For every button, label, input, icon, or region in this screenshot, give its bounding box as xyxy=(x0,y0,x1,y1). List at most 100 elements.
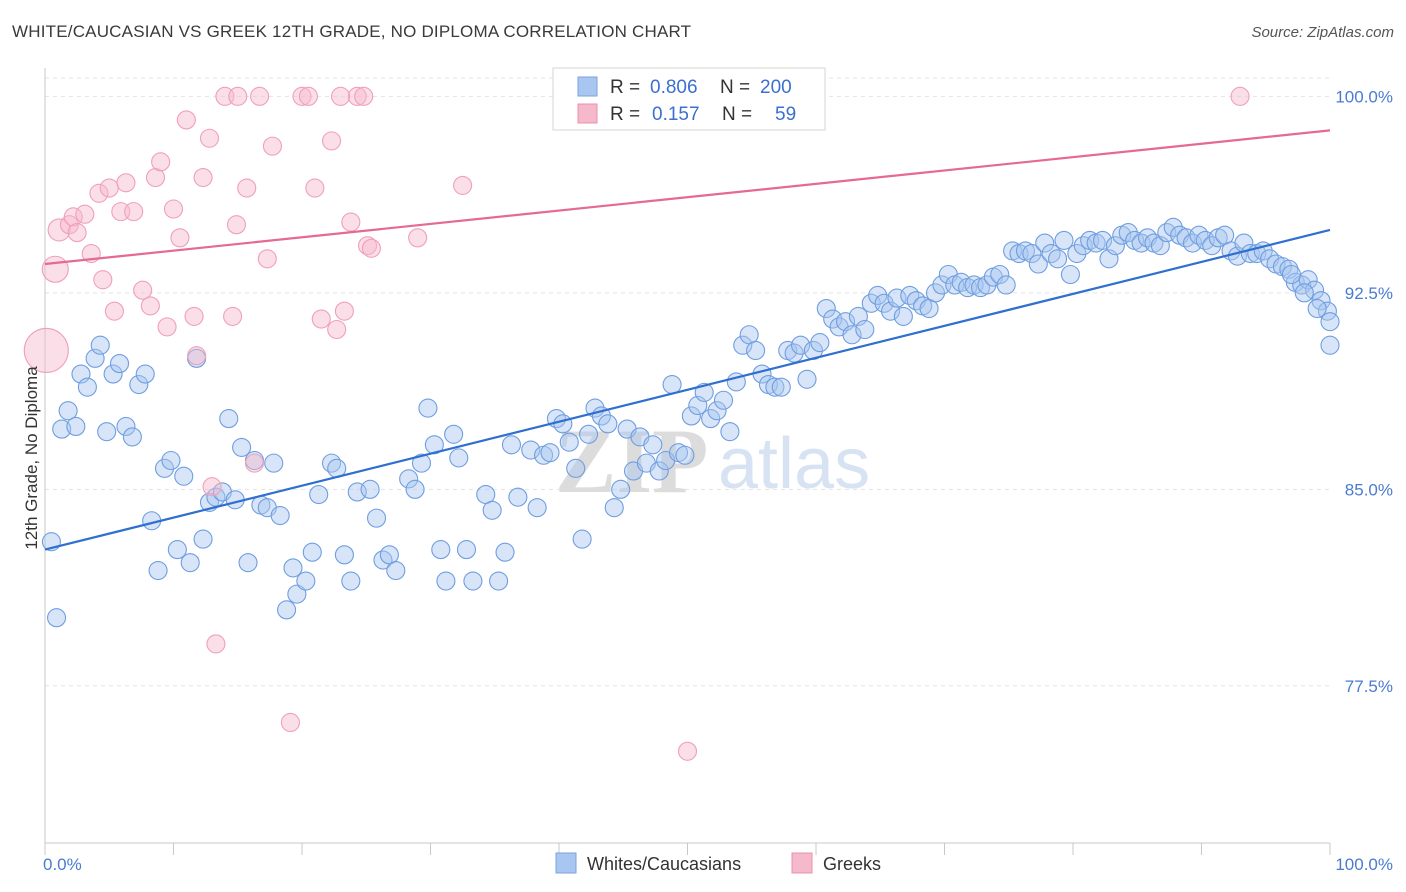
point-greeks xyxy=(151,152,171,172)
point-whites xyxy=(868,285,888,305)
point-greeks xyxy=(133,280,153,300)
point-greeks xyxy=(298,86,318,106)
point-whites xyxy=(360,479,380,499)
point-greeks xyxy=(244,453,265,473)
point-greeks xyxy=(104,301,124,321)
point-whites xyxy=(733,335,753,355)
point-whites xyxy=(277,600,297,620)
grid-lines xyxy=(45,77,1330,687)
point-whites xyxy=(482,500,502,520)
point-greeks xyxy=(206,634,226,654)
legend-n-value-2: 59 xyxy=(775,104,796,125)
point-greeks xyxy=(124,202,144,222)
legend-n-label-1: N = xyxy=(720,77,750,98)
point-greeks xyxy=(453,175,473,195)
point-whites xyxy=(463,571,483,591)
point-whites xyxy=(1035,233,1055,253)
point-greeks xyxy=(163,199,184,219)
point-whites xyxy=(296,571,316,591)
point-whites xyxy=(411,453,432,473)
point-whites xyxy=(643,435,663,455)
point-whites xyxy=(264,453,284,473)
legend-n-value-1: 200 xyxy=(760,77,792,98)
point-whites xyxy=(1041,243,1061,264)
point-greeks xyxy=(250,86,270,106)
point-greeks xyxy=(677,741,698,761)
y-tick-label: 100.0% xyxy=(1335,87,1393,106)
point-whites xyxy=(559,432,579,452)
point-greeks xyxy=(187,346,207,366)
point-whites xyxy=(893,306,913,326)
data-points xyxy=(23,86,1340,761)
point-greeks xyxy=(63,207,83,227)
point-whites xyxy=(900,285,920,305)
point-greeks xyxy=(408,228,428,248)
trend-lines xyxy=(44,129,1331,551)
bottom-legend-swatch-greeks xyxy=(791,852,813,874)
point-greeks xyxy=(262,136,282,156)
point-whites xyxy=(1307,298,1327,319)
point-whites xyxy=(232,437,252,457)
point-greeks xyxy=(184,306,204,326)
point-whites xyxy=(925,283,946,303)
point-whites xyxy=(977,275,997,295)
point-whites xyxy=(167,540,187,560)
point-greeks xyxy=(99,178,119,198)
point-greeks xyxy=(41,255,69,283)
watermark-atlas: atlas xyxy=(718,424,870,504)
y-tick-label: 85.0% xyxy=(1345,480,1393,499)
point-whites xyxy=(116,416,136,436)
point-whites xyxy=(990,264,1010,285)
point-whites xyxy=(341,571,361,591)
point-whites xyxy=(611,479,631,499)
point-whites xyxy=(604,498,624,518)
point-whites xyxy=(219,409,239,429)
point-whites xyxy=(449,448,469,468)
point-whites xyxy=(1054,230,1074,250)
point-whites xyxy=(855,319,875,340)
point-whites xyxy=(174,466,194,486)
point-whites xyxy=(816,298,836,319)
point-whites xyxy=(287,584,307,604)
point-whites xyxy=(1294,283,1314,303)
point-whites xyxy=(238,553,258,573)
x-tick-label-min: 0.0% xyxy=(43,855,82,874)
legend-r-label-1: R = xyxy=(610,77,640,98)
point-whites xyxy=(129,374,149,395)
x-tick-label-max: 100.0% xyxy=(1335,855,1393,874)
point-whites xyxy=(97,422,117,442)
point-whites xyxy=(553,414,573,434)
point-greeks xyxy=(292,86,312,106)
point-whites xyxy=(720,422,740,442)
point-whites xyxy=(874,293,894,313)
chart-title: WHITE/CAUCASIAN VS GREEK 12TH GRADE, NO … xyxy=(12,22,692,41)
point-whites xyxy=(436,571,456,591)
point-whites xyxy=(1320,312,1340,332)
point-whites xyxy=(996,275,1016,295)
point-whites xyxy=(540,443,560,463)
y-tick-label: 77.5% xyxy=(1345,677,1393,696)
legend-swatch-greeks xyxy=(577,103,598,124)
point-whites xyxy=(456,540,477,560)
point-whites xyxy=(283,558,303,578)
point-whites xyxy=(681,406,701,426)
point-whites xyxy=(77,377,97,397)
point-whites xyxy=(90,335,110,355)
legend-r-value-1: 0.806 xyxy=(650,77,698,98)
point-whites xyxy=(334,545,354,565)
point-greeks xyxy=(67,223,87,243)
point-whites xyxy=(495,542,515,562)
y-tick-labels: 77.5% 85.0% 92.5% 100.0% xyxy=(1335,87,1393,695)
point-whites xyxy=(662,374,682,395)
point-whites xyxy=(508,487,528,507)
point-whites xyxy=(1048,249,1068,269)
point-whites xyxy=(1093,230,1113,250)
point-greeks xyxy=(93,270,113,290)
point-whites xyxy=(1067,243,1087,264)
point-whites xyxy=(405,479,425,499)
correlation-legend: R = 0.806 N = 200 R = 0.157 N = 59 xyxy=(552,67,826,131)
point-greeks xyxy=(327,319,347,340)
point-greeks xyxy=(341,212,361,232)
point-whites xyxy=(649,461,669,481)
point-whites xyxy=(521,440,541,460)
